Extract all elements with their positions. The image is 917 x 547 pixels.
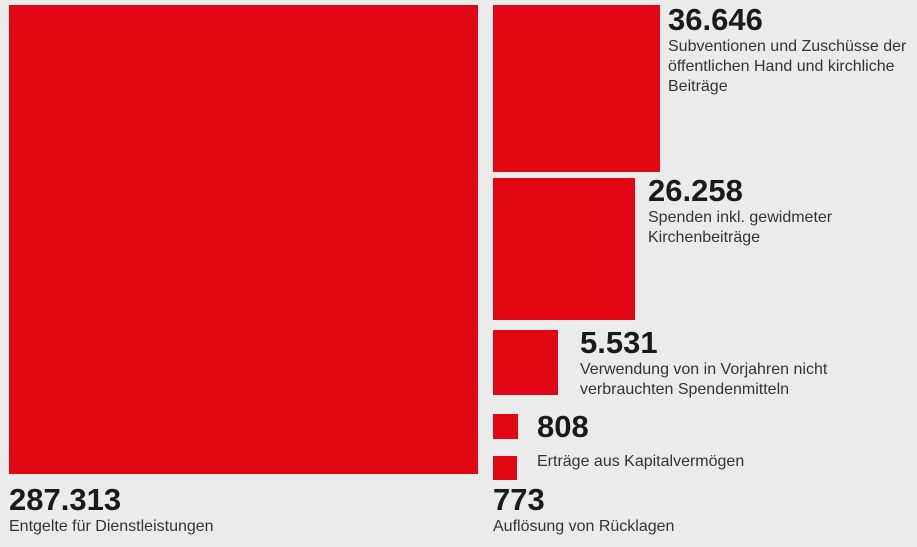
category-label: Subventionen und Zuschüsse der öffentlic… [668, 38, 907, 95]
square [493, 414, 518, 439]
label: 773 Auflösung von Rücklagen [493, 483, 793, 537]
square [493, 456, 518, 481]
category-label: Auflösung von Rücklagen [493, 518, 675, 535]
value-label: 36.646 [668, 2, 763, 37]
square [493, 5, 661, 173]
value-label: 5.531 [580, 325, 658, 360]
label: 808 Erträge aus Kapitalvermögen [537, 410, 837, 472]
label: 36.646 Subventionen und Zuschüsse der öff… [668, 3, 917, 97]
value-label: 26.258 [648, 173, 743, 208]
category-label: Verwendung von in Vorjahren nicht verbra… [580, 361, 828, 398]
label: 26.258 Spenden inkl. gewidmeter Kirchenbe… [648, 174, 908, 248]
category-label: Spenden inkl. gewidmeter Kirchenbeiträge [648, 209, 833, 246]
value-label: 773 [493, 482, 545, 517]
square [493, 178, 635, 320]
label: 5.531 Verwendung von in Vorjahren nicht v… [580, 326, 900, 400]
square [493, 330, 559, 396]
category-label: Entgelte für Dienstleistungen [9, 518, 214, 535]
label: 287.313 Entgelte für Dienstleistungen [9, 483, 479, 537]
value-label: 808 [537, 409, 589, 444]
value-label: 287.313 [9, 482, 122, 517]
square [9, 5, 478, 474]
category-label: Erträge aus Kapitalvermögen [537, 453, 745, 470]
